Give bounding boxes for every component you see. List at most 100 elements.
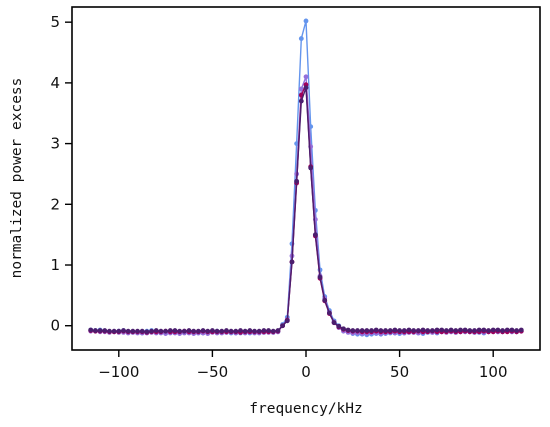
data-point [327,310,332,316]
data-point [420,327,426,333]
data-point [139,328,145,334]
data-point [359,328,365,333]
series-2 [88,82,524,335]
data-point [233,328,239,334]
data-point [172,328,178,333]
data-point [93,328,98,333]
data-point [149,328,154,334]
data-point [509,327,515,333]
data-point [378,328,384,333]
x-tick-label: 50 [390,363,409,381]
data-point [116,328,122,334]
y-tick-label: 3 [50,135,60,153]
data-point [429,328,435,333]
series-line [90,87,522,333]
data-point [500,328,505,333]
y-tick-label: 4 [50,74,60,92]
data-point [238,328,243,333]
data-point [481,327,487,333]
data-point [504,327,510,333]
data-point [125,328,131,334]
data-point [266,328,271,333]
data-point [476,327,482,333]
x-tick-label: 0 [301,363,311,381]
data-point [434,327,440,333]
series-1 [88,74,524,337]
data-point [383,328,388,333]
y-tick-label: 2 [50,195,60,213]
data-point [495,327,501,333]
y-axis-ticks: 0 1 2 3 4 5 [50,13,72,335]
data-point [406,327,412,333]
data-point [303,18,309,24]
data-point [490,327,496,333]
data-point [312,232,318,238]
data-point [219,328,225,334]
data-point [444,328,449,333]
data-point [195,328,201,334]
data-point [298,36,304,41]
data-point [462,327,468,333]
data-point [364,328,370,333]
data-point [280,323,285,329]
series-line [90,76,522,335]
data-point [341,326,346,332]
data-point [200,328,206,333]
data-point [472,328,477,333]
data-point [397,328,402,333]
data-point [205,328,211,334]
series-layer [88,18,524,338]
data-point [308,165,314,171]
data-point [448,327,454,333]
data-point [294,178,300,184]
data-point [224,328,229,333]
x-tick-label: −100 [98,363,139,381]
data-point [261,328,267,333]
data-point [186,328,192,333]
data-point [453,328,459,333]
y-tick-label: 1 [50,256,60,274]
data-point [181,328,187,334]
data-point [121,328,126,333]
data-point [486,328,491,333]
data-point [303,85,309,91]
plot-frame [71,6,541,351]
data-point [458,327,463,333]
data-point [158,328,164,334]
x-tick-label: 100 [479,363,508,381]
data-point [415,328,421,333]
data-point [439,327,445,333]
data-point [514,328,519,333]
data-point [411,328,417,333]
data-point [111,328,117,334]
series-3 [88,85,524,335]
data-point [177,328,183,334]
data-point [97,328,103,333]
series-line [90,20,522,336]
data-point [270,328,276,334]
y-tick-label: 0 [50,317,60,335]
data-point [107,328,112,334]
data-point [102,328,108,333]
data-point [350,328,356,333]
data-point [252,328,257,334]
data-point [247,328,253,333]
data-point [425,328,431,333]
data-point [298,86,304,92]
data-point [242,328,248,334]
data-point [191,328,197,334]
data-point [135,328,140,334]
y-tick-label: 5 [50,13,60,31]
data-point [303,74,309,80]
data-point [167,328,173,333]
data-point [88,327,94,333]
data-point [322,297,328,303]
data-point [144,329,150,335]
data-point [345,327,351,333]
data-point [130,328,136,334]
y-axis-label: normalized power excess [9,78,25,279]
data-point [214,328,220,334]
data-point [331,320,337,326]
data-point [373,327,379,333]
